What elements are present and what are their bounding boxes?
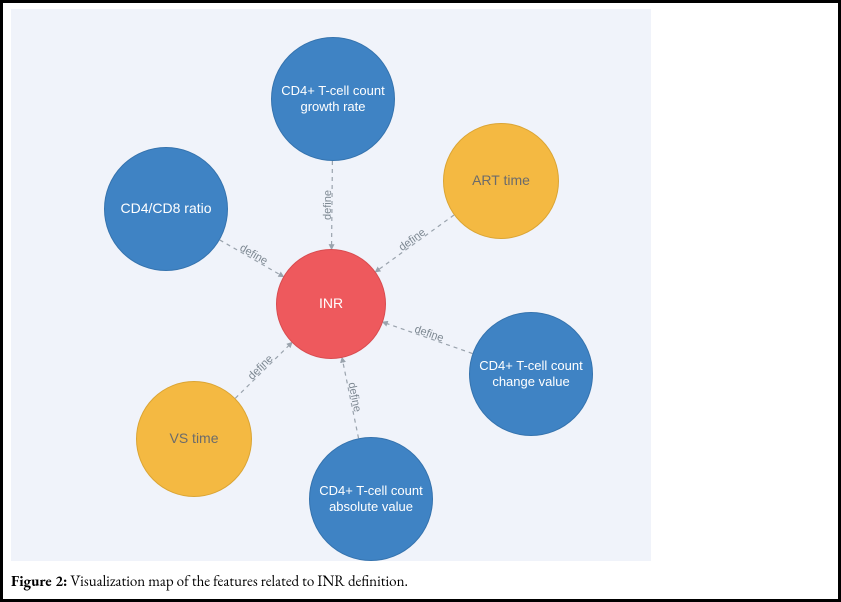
edge-label: define bbox=[238, 242, 270, 267]
node-label: CD4/CD8 ratio bbox=[120, 200, 211, 218]
caption-label: Figure 2: bbox=[11, 572, 67, 591]
edge-label: define bbox=[345, 381, 363, 413]
node-label: INR bbox=[319, 295, 343, 313]
node-absolute: CD4+ T-cell count absolute value bbox=[309, 437, 433, 561]
node-art: ART time bbox=[443, 123, 559, 239]
node-ratio: CD4/CD8 ratio bbox=[104, 147, 228, 271]
node-label: VS time bbox=[169, 430, 218, 448]
node-label: ART time bbox=[472, 172, 530, 190]
node-label: CD4+ T-cell count change value bbox=[476, 358, 586, 391]
node-label: CD4+ T-cell count absolute value bbox=[316, 483, 426, 516]
edge-label: define bbox=[246, 353, 276, 383]
node-change: CD4+ T-cell count change value bbox=[469, 312, 593, 436]
edge-label: define bbox=[413, 323, 445, 344]
node-label: CD4+ T-cell count growth rate bbox=[278, 83, 388, 116]
node-vs: VS time bbox=[136, 381, 252, 497]
figure-frame: define define define define define define INR… bbox=[0, 0, 841, 602]
node-growth: CD4+ T-cell count growth rate bbox=[271, 37, 395, 161]
figure-caption: Figure 2: Visualization map of the featu… bbox=[11, 572, 408, 591]
caption-text: Visualization map of the features relate… bbox=[67, 572, 408, 591]
edge-label: define bbox=[397, 226, 428, 253]
node-center: INR bbox=[276, 249, 386, 359]
diagram-canvas: define define define define define define INR… bbox=[11, 9, 651, 561]
edge-label: define bbox=[322, 190, 334, 220]
